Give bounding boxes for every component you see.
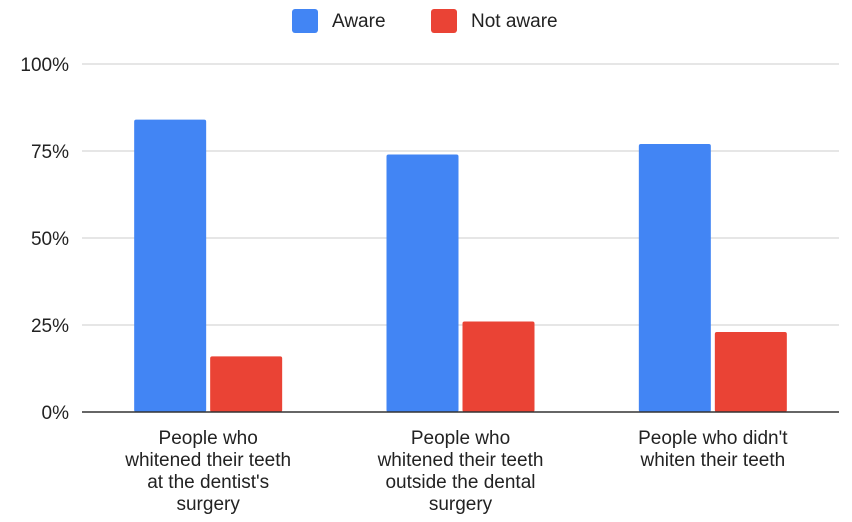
x-category-label: People who whitened their teeth outside th… xyxy=(377,428,544,515)
x-category-label-line: People who didn't xyxy=(638,428,788,449)
y-tick-label: 100% xyxy=(20,55,69,76)
y-tick-label: 75% xyxy=(31,142,69,163)
bars xyxy=(134,119,787,413)
legend: Aware Not aware xyxy=(292,9,558,33)
x-category-label-line: whitened their teeth xyxy=(377,450,544,471)
gridlines xyxy=(82,63,839,326)
x-category-label-line: surgery xyxy=(176,494,240,515)
bar-aware xyxy=(638,144,711,413)
x-category-label: People who whitened their teeth at the den… xyxy=(124,428,291,515)
x-category-label-line: at the dentist's xyxy=(147,472,269,493)
x-category-label-line: People who xyxy=(159,428,258,449)
bar-aware xyxy=(386,154,459,413)
x-category-label: People who didn't whiten their teeth xyxy=(638,428,788,471)
x-category-label-line: whitened their teeth xyxy=(124,450,291,471)
x-category-label-line: surgery xyxy=(429,494,493,515)
x-category-label-line: outside the dental xyxy=(385,472,535,493)
y-axis-ticks: 0% 25% 50% 75% 100% xyxy=(20,55,69,424)
legend-swatch-not-aware xyxy=(431,9,457,33)
legend-label-aware: Aware xyxy=(332,11,386,32)
legend-label-not-aware: Not aware xyxy=(471,11,558,32)
bar-not-aware xyxy=(714,331,787,412)
x-category-label-line: People who xyxy=(411,428,510,449)
bar-aware xyxy=(134,119,207,413)
y-tick-label: 0% xyxy=(42,403,70,424)
legend-swatch-aware xyxy=(292,9,318,33)
y-tick-label: 25% xyxy=(31,316,69,337)
bar-not-aware xyxy=(462,321,535,412)
x-axis-labels: People who whitened their teeth at the den… xyxy=(124,428,788,515)
x-category-label-line: whiten their teeth xyxy=(639,450,785,471)
bar-not-aware xyxy=(210,356,283,412)
y-tick-label: 50% xyxy=(31,229,69,250)
